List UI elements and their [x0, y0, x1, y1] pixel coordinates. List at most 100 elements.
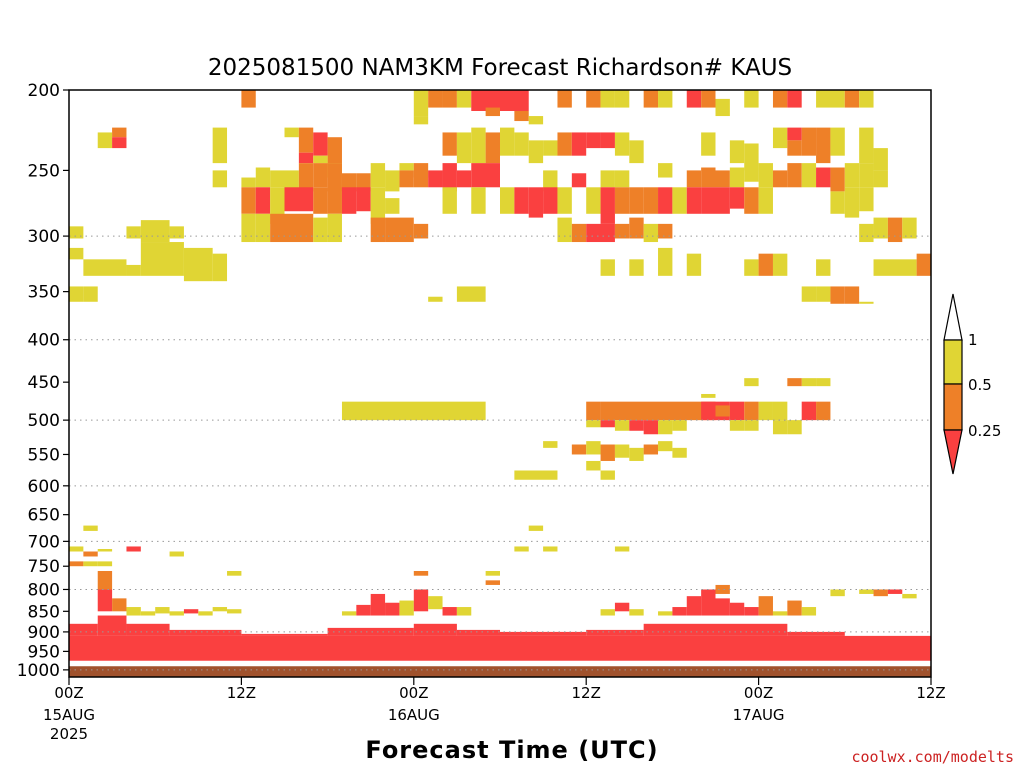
ri-cell — [212, 253, 228, 282]
ri-cell — [629, 217, 644, 239]
ri-cell — [500, 90, 529, 111]
ri-cell — [600, 609, 615, 616]
y-tick-label: 700 — [28, 532, 60, 552]
ri-cell — [69, 226, 84, 239]
ri-cell — [97, 561, 113, 567]
ri-cell — [327, 137, 342, 164]
ri-cell — [313, 163, 328, 188]
ri-cell — [787, 631, 845, 636]
ri-cell — [744, 401, 759, 421]
ri-cell — [744, 187, 759, 214]
ri-cell — [341, 173, 357, 192]
ri-cell — [887, 589, 903, 594]
y-tick-label: 550 — [28, 445, 60, 465]
ri-cell — [586, 132, 601, 149]
y-tick-label: 800 — [28, 580, 60, 600]
ri-cell — [772, 253, 788, 276]
pressure-gridlines — [69, 235, 931, 671]
y-tick-label: 200 — [28, 81, 60, 101]
ri-cell — [859, 127, 874, 164]
ri-cell — [485, 570, 500, 576]
ri-cell — [916, 253, 931, 276]
ri-cell — [844, 90, 860, 108]
y-tick-label: 1000 — [17, 661, 60, 681]
ri-cell — [787, 127, 802, 141]
y-tick-label: 500 — [28, 411, 60, 431]
x-tick-label: 12Z — [227, 684, 256, 702]
ri-cell — [672, 447, 687, 458]
ri-cell — [629, 259, 644, 276]
ri-cell — [758, 163, 773, 188]
ri-cell — [701, 167, 716, 188]
ri-cell — [873, 259, 917, 276]
ri-cell — [772, 170, 788, 188]
ri-cell — [514, 132, 529, 156]
ri-cell — [772, 127, 788, 149]
ri-cell — [715, 170, 730, 188]
ri-cell — [471, 187, 486, 214]
ri-cell — [830, 286, 845, 304]
ri-cell — [586, 420, 601, 428]
ri-cell — [83, 286, 98, 302]
ri-cell — [859, 589, 874, 594]
y-tick-label: 400 — [28, 331, 60, 351]
ri-cell — [456, 170, 472, 188]
ri-cell — [97, 548, 113, 552]
x-tick-year: 2025 — [50, 725, 88, 743]
ri-cell — [586, 90, 601, 108]
ri-cell — [112, 127, 127, 138]
ri-cell — [413, 223, 429, 239]
ri-cell — [169, 551, 184, 557]
ri-cell — [69, 623, 98, 636]
x-tick-label: 00Z — [744, 684, 773, 702]
ri-cell — [830, 127, 845, 156]
ri-cell — [729, 401, 745, 421]
ri-cell — [658, 223, 673, 239]
ri-cell — [873, 148, 888, 171]
ri-cell — [140, 611, 156, 616]
ri-cell — [787, 163, 802, 188]
ri-cell — [543, 546, 558, 552]
ri-cell — [471, 163, 500, 188]
ri-cell — [83, 259, 127, 276]
ri-cell — [816, 167, 831, 188]
ri-cell — [873, 217, 888, 239]
ri-cell — [629, 420, 644, 431]
plot-area — [69, 90, 931, 677]
ri-cell — [97, 570, 113, 590]
ri-cell — [787, 140, 802, 156]
x-tick-label: 00Z — [54, 684, 83, 702]
ri-cell — [600, 420, 615, 428]
ri-cell — [528, 525, 544, 531]
ri-cell — [902, 593, 917, 599]
ri-cell — [69, 635, 931, 661]
ri-cell — [586, 441, 601, 455]
ri-cell — [658, 90, 673, 108]
ri-cell — [614, 170, 630, 188]
ri-cell — [500, 127, 515, 156]
ri-cell — [787, 600, 802, 616]
ri-cell — [830, 191, 845, 214]
ri-cell — [169, 611, 184, 616]
ri-cell — [169, 226, 184, 239]
ri-cell — [629, 187, 644, 214]
ri-cell — [270, 170, 285, 188]
ri-cell — [686, 90, 702, 108]
y-tick-label: 600 — [28, 477, 60, 497]
ri-cell — [399, 170, 414, 188]
y-tick-label: 950 — [28, 642, 60, 662]
ri-cell — [270, 213, 314, 243]
ri-cell — [456, 607, 472, 616]
ri-cell — [514, 546, 529, 552]
ri-cell — [600, 187, 615, 224]
ri-cell — [787, 378, 802, 387]
y-tick-label: 300 — [28, 227, 60, 247]
x-tick-date: 17AUG — [733, 706, 785, 724]
ri-cell — [69, 286, 84, 302]
ri-cell — [442, 187, 457, 214]
ri-cell — [370, 217, 386, 243]
ri-cell — [557, 217, 572, 243]
ri-cell — [744, 90, 759, 108]
colorbar-label: 1 — [968, 331, 978, 349]
ri-cell — [844, 187, 860, 218]
